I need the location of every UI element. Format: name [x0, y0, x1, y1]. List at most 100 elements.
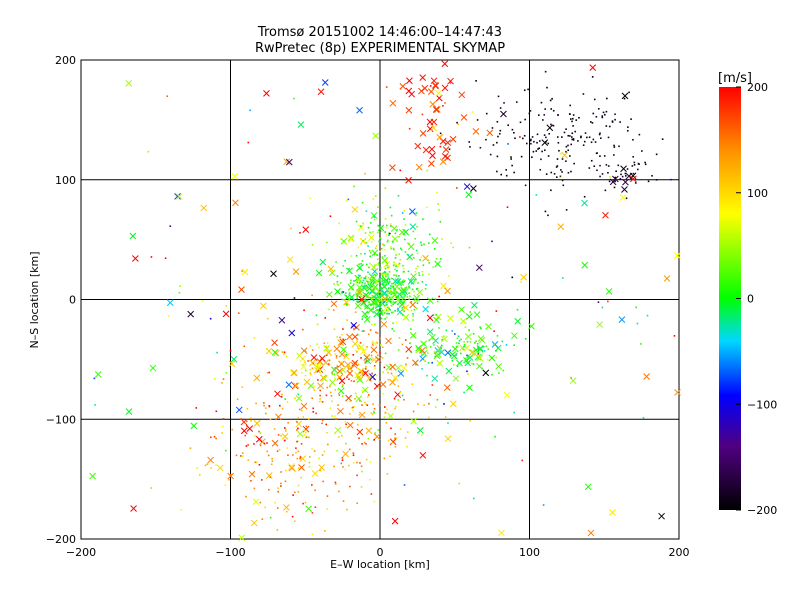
dot-marker [377, 262, 380, 264]
dot-marker [284, 439, 286, 442]
x-marker [361, 310, 369, 318]
dot-marker [404, 437, 407, 439]
x-marker [363, 316, 371, 323]
dot-marker [410, 279, 412, 281]
dot-marker [583, 140, 586, 143]
dot-marker [411, 383, 414, 385]
dot-marker [383, 248, 386, 251]
x-marker [347, 235, 355, 243]
dot-marker [572, 114, 575, 116]
x-marker [402, 304, 409, 311]
dot-marker [592, 112, 595, 115]
x-marker [380, 320, 388, 328]
x-marker [445, 367, 453, 375]
dot-marker [624, 175, 627, 177]
y-tick-label: −100 [46, 413, 76, 426]
dot-marker [371, 279, 374, 281]
dot-marker [321, 454, 324, 456]
dot-marker [381, 274, 383, 277]
dot-marker [311, 294, 313, 297]
dot-marker [365, 280, 368, 282]
dot-marker [472, 363, 475, 365]
x-marker [459, 344, 466, 352]
x-marker [528, 322, 535, 330]
x-axis-label: E–W location [km] [330, 558, 430, 571]
dot-marker [553, 173, 556, 175]
dot-marker [458, 339, 461, 342]
dot-marker [384, 406, 386, 408]
dot-marker [421, 368, 423, 370]
dot-marker [496, 141, 498, 144]
dot-marker [391, 328, 394, 330]
dot-marker [416, 307, 418, 310]
dot-marker [391, 311, 393, 314]
dot-marker [304, 350, 307, 353]
dot-marker [225, 449, 227, 452]
x-marker [409, 223, 417, 231]
dot-marker [567, 144, 569, 147]
dot-marker [572, 125, 574, 127]
dot-marker [392, 301, 395, 303]
dot-marker [266, 450, 268, 453]
dot-marker [438, 209, 440, 211]
dot-marker [469, 146, 471, 148]
dot-marker [358, 414, 361, 416]
dot-marker [398, 235, 400, 238]
dot-marker [334, 353, 337, 356]
dot-marker [369, 255, 372, 258]
dot-marker [620, 173, 622, 176]
dot-marker [365, 210, 368, 212]
dot-marker [424, 359, 426, 362]
dot-marker [364, 371, 367, 373]
x-marker [315, 269, 323, 277]
dot-marker [380, 292, 383, 294]
x-marker [465, 191, 473, 198]
dot-marker [561, 171, 563, 173]
dot-marker [389, 309, 392, 311]
x-marker [248, 470, 256, 478]
x-marker [227, 472, 235, 480]
dot-marker [524, 337, 527, 340]
dot-marker [355, 292, 357, 294]
dot-marker [373, 365, 376, 367]
dot-marker [460, 352, 462, 355]
dot-marker [362, 289, 364, 291]
dot-marker [426, 374, 428, 377]
x-marker [416, 289, 424, 296]
x-marker [444, 349, 452, 357]
dot-marker [617, 164, 620, 167]
dot-marker [614, 180, 616, 183]
dot-marker [599, 155, 601, 157]
x-marker [408, 90, 416, 98]
dot-marker [386, 312, 388, 315]
dot-marker [274, 501, 276, 504]
dot-marker [419, 259, 421, 261]
x-marker [429, 100, 437, 108]
dot-marker [285, 469, 287, 472]
dot-marker [396, 270, 398, 272]
dot-marker [545, 136, 547, 139]
dot-marker [552, 124, 555, 127]
dot-marker [281, 407, 284, 410]
dot-marker [450, 242, 453, 244]
dot-marker [334, 432, 336, 435]
x-marker [441, 335, 448, 343]
dot-marker [308, 461, 311, 464]
dot-marker [364, 172, 366, 175]
dot-marker [561, 136, 563, 138]
dot-marker [477, 348, 479, 350]
dot-marker [623, 97, 626, 100]
dot-marker [604, 189, 607, 192]
dot-marker [360, 357, 362, 359]
dot-marker [278, 448, 281, 451]
dot-marker [442, 105, 444, 107]
x-marker [311, 470, 319, 477]
x-marker [365, 427, 373, 434]
dot-marker [580, 136, 582, 139]
dot-marker [403, 398, 405, 401]
x-marker [561, 151, 568, 159]
x-marker [609, 178, 617, 186]
dot-marker [329, 391, 332, 394]
dot-marker [204, 464, 207, 467]
dot-marker [369, 379, 371, 382]
